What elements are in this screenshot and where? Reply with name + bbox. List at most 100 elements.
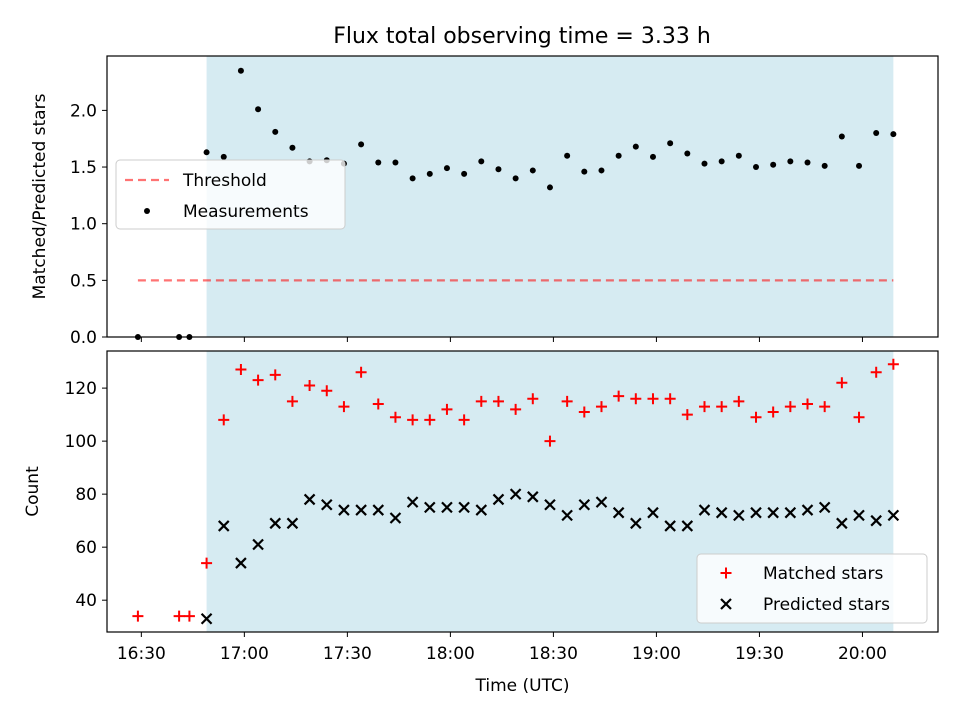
measurement-point [512, 175, 519, 182]
matched-star-point [733, 395, 745, 407]
measurement-point [461, 170, 468, 177]
predicted-star-point [578, 498, 591, 511]
x-tick-label: 16:30 [117, 644, 166, 664]
measurement-point [289, 144, 296, 151]
matched-star-point [647, 393, 659, 405]
measurement-point [392, 159, 399, 166]
matched-star-point [836, 377, 848, 389]
measurement-point [838, 133, 845, 140]
predicted-star-point [818, 501, 831, 514]
matched-star-point [767, 406, 779, 418]
measurement-point [426, 170, 433, 177]
y-tick-label: 1.0 [70, 215, 97, 235]
predicted-star-point [424, 501, 436, 514]
matched-star-point [269, 369, 281, 381]
predicted-star-point [372, 504, 385, 516]
measurement-point [684, 150, 691, 157]
matched-star-point [613, 390, 625, 402]
measurement-point [701, 160, 708, 167]
predicted-star-point [595, 496, 608, 508]
y-tick-label: 0.0 [70, 328, 97, 348]
predicted-star-point [286, 517, 299, 530]
predicted-star-point [681, 520, 694, 532]
axes-frame [106, 55, 939, 338]
chart-title: Flux total observing time = 3.33 h [333, 24, 711, 49]
y-axis-label: Matched/Predicted stars [30, 93, 50, 299]
matched-star-point [750, 411, 762, 423]
measurement-point [649, 153, 656, 160]
axes-frame [106, 350, 939, 633]
measurement-point [203, 149, 210, 156]
bottom-axes: 40 60 80 100 120 16:30 17:00 17:30 18:00 18:30 19:… [23, 350, 939, 696]
y-tick-label: 60 [75, 538, 97, 558]
predicted-star-point [252, 538, 264, 551]
matched-star-point [355, 366, 367, 378]
x-tick-label: 19:00 [632, 644, 681, 664]
matched-star-point [424, 414, 436, 426]
predicted-star-point [698, 504, 711, 516]
predicted-star-point [527, 491, 539, 503]
measurement-point [753, 164, 760, 171]
matched-star-point [492, 395, 504, 407]
y-tick-label: 1.5 [70, 158, 97, 178]
measurement-point [598, 167, 605, 174]
predicted-star-point [561, 509, 573, 522]
matched-star-point [698, 401, 710, 413]
matched-star-point [510, 403, 522, 415]
x-tick-label: 20:00 [838, 644, 887, 664]
matched-star-point [389, 411, 401, 423]
legend-measurements-swatch [144, 208, 150, 214]
measurement-point [632, 143, 639, 150]
predicted-star-point [475, 504, 488, 516]
legend-top: Threshold Measurements [115, 159, 346, 230]
y-tick-label: 80 [75, 485, 97, 505]
matched-star-point [132, 610, 144, 622]
matched-star-point [595, 401, 607, 413]
y-tick-label: 0.5 [70, 271, 97, 291]
measurement-point [546, 184, 553, 191]
measurement-point [718, 158, 725, 165]
measurement-point [615, 152, 622, 159]
predicted-star-point [801, 504, 814, 516]
predicted-star-point [853, 509, 865, 522]
measurement-point [409, 175, 416, 182]
measurement-point [667, 140, 674, 147]
predicted-star-point [338, 504, 350, 516]
measurement-point [272, 128, 279, 135]
measurement-point [735, 152, 742, 159]
predicted-star-point [320, 498, 333, 511]
matched-star-point [578, 406, 590, 418]
measurement-point [255, 106, 262, 113]
matched-star-point [235, 364, 247, 376]
measurement-point [821, 162, 828, 169]
matched-star-point [802, 398, 814, 410]
matched-star-point [304, 379, 316, 391]
predicted-star-point [509, 488, 522, 500]
top-axes: 0.0 0.5 1.0 1.5 2.0 Matched/Predicted stars Th… [30, 55, 939, 348]
predicted-star-point [647, 506, 659, 519]
predicted-star-point [750, 506, 762, 519]
measurement-point [787, 158, 794, 165]
matched-star-point [819, 401, 831, 413]
matched-star-point [475, 395, 487, 407]
measurement-point [478, 158, 485, 165]
matched-star-point [218, 414, 230, 426]
x-tick-label: 19:30 [735, 644, 784, 664]
x-tick-label: 18:00 [426, 644, 475, 664]
predicted-star-point [887, 509, 900, 522]
predicted-star-point [217, 520, 230, 532]
measurement-point [564, 152, 571, 159]
predicted-star-point [355, 504, 367, 516]
measurement-point [495, 166, 502, 173]
legend-threshold-label: Threshold [182, 171, 267, 191]
measurement-point [856, 162, 863, 169]
predicted-star-point [389, 512, 402, 524]
matched-star-point [201, 557, 213, 569]
matched-star-point [527, 393, 539, 405]
x-tick-label: 17:00 [220, 644, 269, 664]
predicted-star-point [784, 506, 797, 519]
measurement-point [443, 165, 450, 172]
legend-box [115, 159, 346, 230]
